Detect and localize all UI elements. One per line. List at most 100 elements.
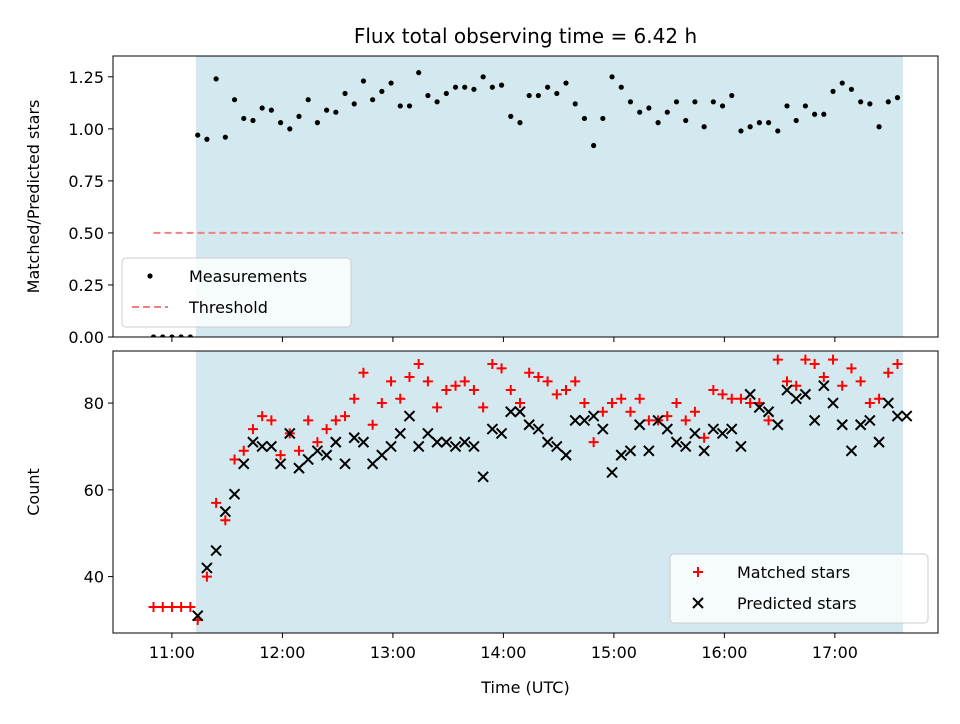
matched-stars-point: [745, 398, 756, 409]
predicted-stars-point: [486, 423, 499, 435]
predicted-stars-point: [652, 414, 664, 427]
matched-stars-point: [680, 415, 691, 426]
matched-stars-point: [551, 389, 562, 400]
matched-stars-point: [349, 393, 360, 404]
measurements-point: [462, 84, 468, 90]
y-tick-label: 1.25: [68, 68, 104, 87]
measurements-point: [452, 84, 459, 90]
measurements-point: [287, 126, 293, 132]
predicted-stars-point: [228, 488, 241, 500]
matched-stars-point: [201, 571, 212, 582]
y-tick-label: 40: [84, 568, 104, 587]
measurements-point: [425, 92, 431, 99]
matched-stars-point: [220, 515, 231, 526]
measurements-point: [178, 334, 184, 337]
matched-stars-point: [303, 415, 314, 426]
measurements-point: [793, 117, 799, 124]
predicted-stars-point: [219, 505, 232, 518]
predicted-stars-point: [357, 436, 370, 448]
measurements-point: [231, 97, 238, 103]
predicted-stars-point: [284, 427, 296, 440]
matched-stars-point: [892, 359, 903, 370]
matched-stars-point: [542, 376, 553, 387]
predicted-stars-point: [587, 410, 600, 422]
predicted-stars-point: [505, 406, 517, 418]
matched-stars-point: [689, 406, 700, 417]
measurements-point: [268, 107, 274, 113]
predicted-stars-point: [670, 436, 683, 448]
measurements-point: [554, 90, 560, 97]
matched-stars-point: [321, 424, 332, 435]
matched-stars-point: [478, 402, 489, 413]
predicted-stars-point: [707, 423, 720, 435]
matched-stars-point: [450, 380, 461, 391]
measurements-point: [535, 92, 541, 99]
matched-stars-point: [726, 393, 737, 404]
measurements-point: [480, 74, 486, 80]
matched-stars-point: [266, 415, 277, 426]
measurements-point: [498, 82, 505, 88]
measurements-point: [765, 120, 772, 126]
matched-stars-point: [176, 601, 187, 612]
measurements-point: [609, 74, 615, 80]
measurements-point: [637, 109, 643, 115]
matched-stars-point: [432, 402, 443, 413]
predicted-stars-point: [827, 397, 839, 409]
measurements-point: [222, 134, 228, 140]
measurements-point: [729, 92, 735, 99]
legend-label: Predicted stars: [737, 594, 857, 613]
predicted-stars-point: [753, 401, 766, 414]
legend-box: [669, 553, 929, 624]
matched-stars-point: [148, 601, 159, 612]
legend-swatch: [693, 567, 703, 577]
predicted-stars-point: [514, 406, 526, 418]
predicted-stars-point: [891, 410, 904, 422]
matched-stars-point: [874, 393, 885, 404]
predicted-stars-point: [643, 445, 655, 457]
y-tick-label: 1.00: [68, 120, 104, 139]
predicted-stars-point: [302, 453, 314, 466]
x-tick-label: 12:00: [259, 643, 305, 662]
matched-stars-point: [238, 445, 249, 456]
measurements-point: [655, 120, 661, 126]
x-tick-label: 14:00: [480, 643, 526, 662]
matched-stars-point: [404, 372, 415, 383]
predicted-stars-point: [900, 410, 913, 422]
measurements-point: [885, 99, 891, 105]
predicted-stars-point: [560, 449, 572, 461]
measurements-point: [471, 86, 477, 92]
measurements-point: [839, 80, 845, 86]
predicted-stars-point: [808, 414, 821, 427]
predicted-stars-point: [551, 440, 563, 453]
predicted-stars-point: [339, 458, 351, 470]
matched-stars-point: [505, 385, 516, 396]
matched-stars-point: [330, 415, 341, 426]
measurements-point: [187, 334, 193, 337]
legend-swatch: [692, 597, 704, 609]
matched-stars-point: [699, 432, 710, 443]
matched-stars-point: [791, 380, 802, 391]
axes-frame: [112, 55, 939, 338]
measurements-point: [160, 334, 166, 337]
matched-stars-point: [634, 393, 645, 404]
matched-stars-point: [275, 450, 286, 461]
axes-frame: [112, 350, 939, 634]
predicted-stars-point: [274, 458, 287, 470]
measurements-point: [342, 90, 348, 97]
measurements-point: [802, 103, 809, 109]
predicted-stars-point: [744, 388, 756, 401]
y-axis-label: Count: [24, 468, 43, 516]
measurements-point: [572, 101, 578, 107]
predicted-stars-point: [376, 449, 388, 461]
predicted-stars-point: [394, 427, 406, 440]
y-tick-label: 0.50: [68, 224, 104, 243]
y-tick-label: 0.00: [68, 328, 104, 347]
matched-stars-point: [367, 419, 378, 430]
predicted-stars-point: [818, 380, 830, 392]
y-tick-label: 80: [84, 394, 104, 413]
measurements-point: [406, 103, 413, 109]
predicted-stars-point: [790, 393, 802, 405]
predicted-stars-point: [210, 544, 222, 557]
matched-stars-point: [257, 411, 268, 422]
predicted-stars-point: [735, 440, 747, 453]
